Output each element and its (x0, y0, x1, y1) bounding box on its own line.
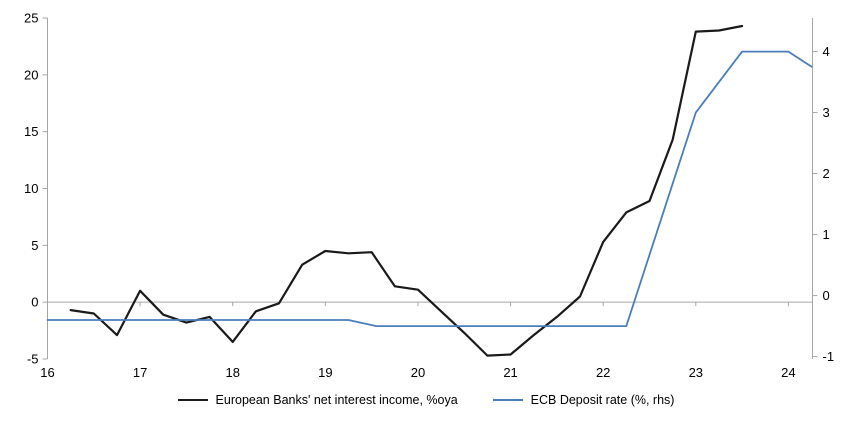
series-line-net-interest-income (69, 24, 744, 357)
legend-line-sample-black (177, 398, 208, 402)
legend-item-net-interest-income: European Banks' net interest income, %oy… (177, 393, 458, 407)
legend-label-ecb-deposit-rate: ECB Deposit rate (%, rhs) (530, 393, 675, 407)
right-axis-tick-label: 4 (823, 44, 830, 59)
x-axis-tick-label: 19 (318, 365, 332, 380)
legend-item-ecb-deposit-rate: ECB Deposit rate (%, rhs) (492, 393, 675, 407)
x-axis-tick-label: 24 (781, 365, 795, 380)
left-axis-tick-label: 0 (31, 295, 38, 310)
chart-legend: European Banks' net interest income, %oy… (0, 393, 852, 407)
x-axis-tick-label: 23 (689, 365, 703, 380)
x-axis-tick-label: 21 (503, 365, 517, 380)
x-axis-tick-label: 18 (225, 365, 239, 380)
series-line-ecb-deposit-rate (46, 50, 813, 328)
x-axis-tick-label: 22 (596, 365, 610, 380)
legend-line-sample-blue (492, 399, 523, 401)
x-axis-tick-label: 16 (40, 365, 54, 380)
left-axis-tick-label: 15 (24, 124, 38, 139)
right-axis-tick-label: 1 (823, 227, 830, 242)
left-axis-tick-label: 10 (24, 181, 38, 196)
left-axis-tick-label: -5 (27, 352, 39, 367)
right-axis-tick-label: -1 (823, 349, 835, 364)
left-axis-tick-label: 5 (31, 238, 38, 253)
x-axis-tick-label: 17 (133, 365, 147, 380)
left-axis-tick-label: 20 (24, 67, 38, 82)
left-axis-tick-label: 25 (24, 11, 38, 26)
x-axis-tick-label: 20 (411, 365, 425, 380)
legend-label-net-interest-income: European Banks' net interest income, %oy… (215, 393, 458, 407)
right-axis-tick-label: 2 (823, 166, 830, 181)
right-axis-tick-label: 0 (823, 288, 830, 303)
right-axis-tick-label: 3 (823, 105, 830, 120)
